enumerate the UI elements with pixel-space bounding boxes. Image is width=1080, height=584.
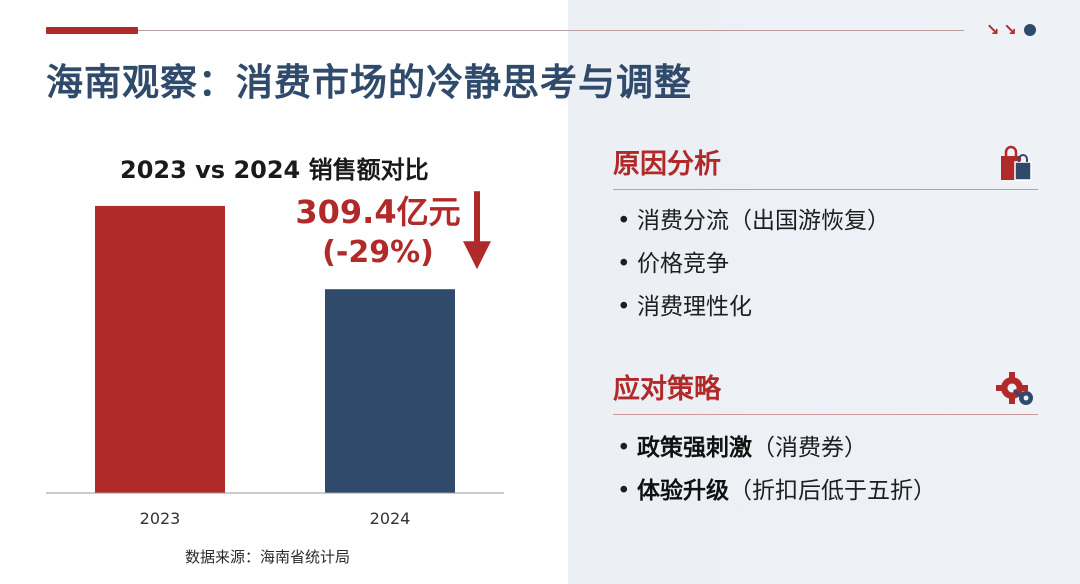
reasons-list: • 消费分流（出国游恢复） • 价格竞争 • 消费理性化: [617, 200, 890, 329]
list-item: • 政策强刺激（消费券）: [617, 435, 867, 461]
dot-icon: [1023, 24, 1036, 36]
top-accent-bar: [46, 27, 138, 34]
bar-chart: 2023 2024 309.4亿元 (-29%): [46, 191, 504, 528]
list-item: • 价格竞争: [617, 251, 729, 277]
list-item: • 消费理性化: [617, 294, 752, 320]
annotation-change: (-29%): [322, 235, 434, 270]
annotation-value: 309.4亿元: [295, 193, 460, 231]
shopping-bags-icon: [998, 145, 1036, 187]
arrow-down-right-icon: ↘: [986, 20, 1000, 39]
top-divider-line: [138, 30, 964, 31]
down-arrow-shaft: [474, 191, 480, 252]
strategies-heading: 应对策略: [613, 370, 1038, 415]
gear-wrench-icon: [996, 370, 1036, 412]
list-item: • 消费分流（出国游恢复）: [617, 208, 890, 234]
list-item: • 体验升级（折扣后低于五折）: [617, 478, 936, 504]
right-panel-background: [568, 0, 1080, 584]
strategies-heading-label: 应对策略: [613, 374, 721, 405]
x-tick-label: 2024: [370, 509, 411, 528]
page-title: 海南观察：消费市场的冷静思考与调整: [46, 61, 692, 104]
reasons-heading-label: 原因分析: [613, 149, 721, 180]
arrow-down-right-icon: ↘: [1003, 20, 1017, 39]
bar-2024: [325, 289, 455, 493]
down-arrow-icon: [463, 241, 491, 270]
strategies-list: • 政策强刺激（消费券） • 体验升级（折扣后低于五折）: [617, 427, 936, 513]
bar-2023: [95, 205, 225, 493]
top-decoration: ↘ ↘: [986, 20, 1036, 40]
data-source: 数据来源：海南省统计局: [185, 548, 351, 566]
x-tick-label: 2023: [140, 509, 181, 528]
reasons-heading: 原因分析: [613, 145, 1038, 190]
chart-title: 2023 vs 2024 销售额对比: [120, 156, 429, 184]
